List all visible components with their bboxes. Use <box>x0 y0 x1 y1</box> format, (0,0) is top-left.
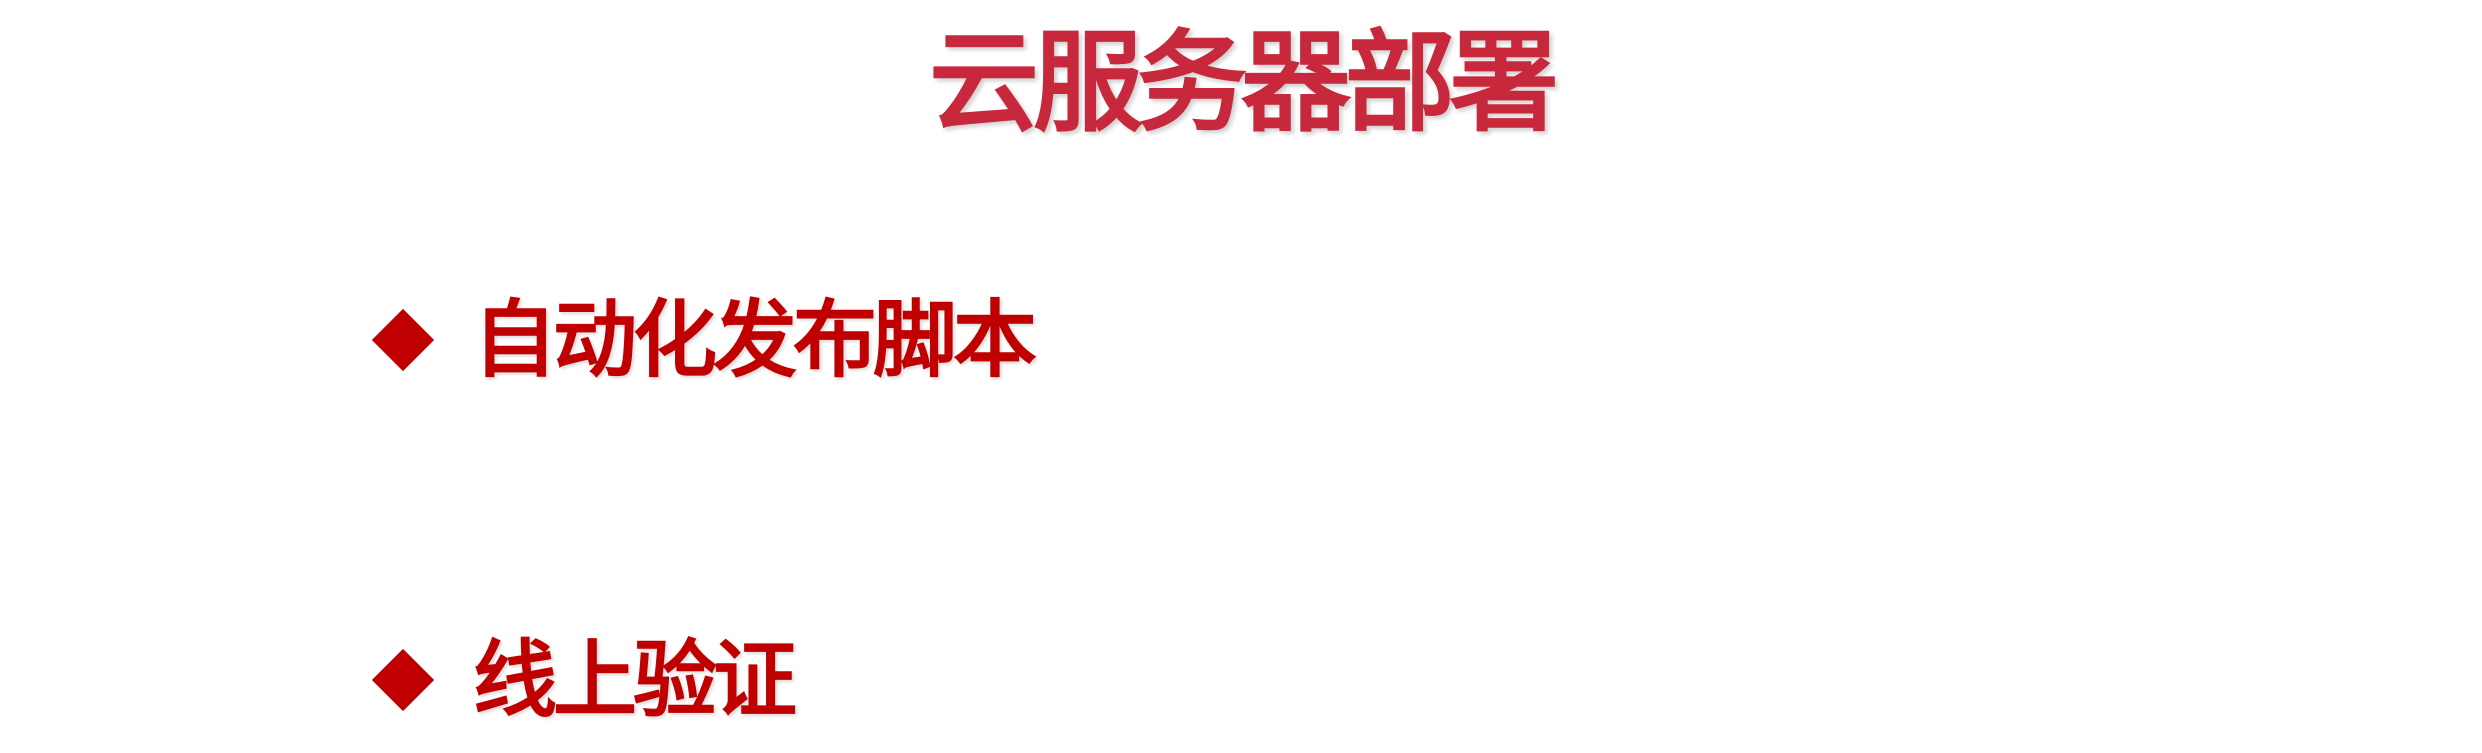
diamond-bullet-icon <box>371 648 435 712</box>
bullet-item: 自动化发布脚本 <box>371 285 1037 395</box>
bullet-text: 自动化发布脚本 <box>473 291 1037 389</box>
bullet-item: 线上验证 <box>371 625 797 735</box>
diamond-bullet-icon <box>371 308 435 372</box>
slide-title: 云服务器部署 <box>929 19 1559 147</box>
bullet-text: 线上验证 <box>473 631 797 729</box>
